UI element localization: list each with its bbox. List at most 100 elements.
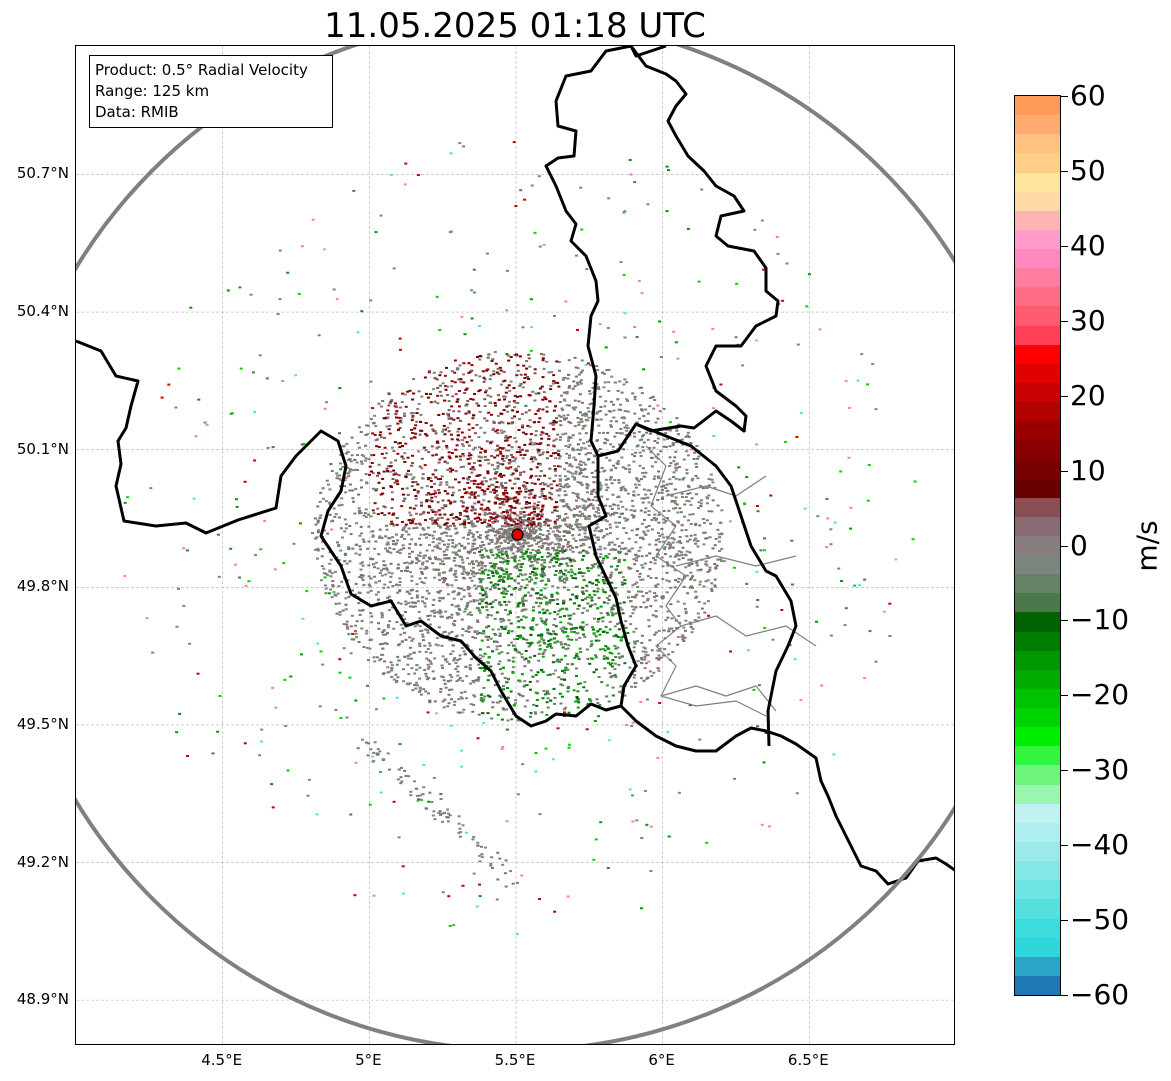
colorbar-segment — [1015, 630, 1060, 651]
colorbar-segment — [1015, 611, 1060, 632]
colorbar-segment — [1015, 420, 1060, 441]
colorbar-segment — [1015, 229, 1060, 250]
colorbar-segment — [1015, 535, 1060, 556]
colorbar-segment — [1015, 898, 1060, 919]
colorbar-tick — [1061, 170, 1068, 172]
internal-border — [645, 445, 817, 717]
colorbar-segment — [1015, 324, 1060, 345]
colorbar-segment — [1015, 841, 1060, 862]
colorbar-tick-label: 50 — [1070, 153, 1106, 187]
colorbar-segment — [1015, 152, 1060, 173]
colorbar-segment — [1015, 707, 1060, 728]
latitude-tick-label: 50.7°N — [16, 164, 69, 183]
longitude-tick-label: 6°E — [648, 1051, 675, 1069]
colorbar-segment — [1015, 344, 1060, 364]
colorbar-segment — [1015, 554, 1060, 575]
longitude-tick-label: 4.5°E — [201, 1051, 243, 1069]
colorbar-tick — [1061, 920, 1068, 922]
colorbar-tick-label: 10 — [1070, 453, 1106, 487]
colorbar-tick-label: 20 — [1070, 378, 1106, 412]
latitude-tick-label: 48.9°N — [16, 990, 69, 1009]
colorbar-segment — [1015, 497, 1060, 517]
map-canvas — [76, 46, 954, 1044]
colorbar-segment — [1015, 879, 1060, 900]
colorbar-tick — [1061, 320, 1068, 322]
chart-title: 11.05.2025 01:18 UTC — [324, 6, 706, 46]
longitude-tick-label: 6.5°E — [787, 1051, 829, 1069]
range-label: Range: 125 km — [95, 82, 210, 100]
product-info-box: Product: 0.5° Radial Velocity Range: 125… — [89, 55, 333, 128]
colorbar-segment — [1015, 477, 1060, 498]
colorbar-segment — [1015, 917, 1060, 938]
radar-echoes — [123, 141, 917, 936]
colorbar-segment — [1015, 305, 1060, 326]
colorbar-tick-label: 40 — [1070, 228, 1106, 262]
radar-map[interactable] — [75, 45, 955, 1045]
colorbar-segment — [1015, 726, 1060, 747]
colorbar-tick — [1061, 545, 1068, 547]
colorbar-tick-label: 0 — [1070, 528, 1088, 562]
colorbar-segment — [1015, 248, 1060, 269]
colorbar-tick-label: −10 — [1070, 603, 1130, 637]
colorbar-tick — [1061, 470, 1068, 472]
colorbar-segment — [1015, 764, 1060, 785]
colorbar-segment — [1015, 975, 1060, 995]
colorbar-segment — [1015, 286, 1060, 307]
map-gridlines — [76, 46, 954, 1044]
colorbar-segment — [1015, 573, 1060, 594]
colorbar-segment — [1015, 669, 1060, 689]
colorbar-tick-label: 60 — [1070, 79, 1106, 112]
colorbar-segment — [1015, 650, 1060, 670]
colorbar-tick-label: −20 — [1070, 678, 1130, 712]
colorbar-segment — [1015, 382, 1060, 403]
germany-france-border — [619, 704, 954, 886]
latitude-tick-label: 50.1°N — [16, 439, 69, 458]
radar-site-marker — [511, 528, 524, 541]
colorbar-segment — [1015, 937, 1060, 957]
colorbar-tick — [1061, 96, 1068, 97]
colorbar-segment — [1015, 784, 1060, 804]
colorbar-segment — [1015, 171, 1060, 192]
country-borders — [76, 46, 954, 886]
latitude-tick-label: 49.5°N — [16, 714, 69, 733]
colorbar-segment — [1015, 803, 1060, 823]
colorbar-segment — [1015, 516, 1060, 536]
colorbar-tick-label: −50 — [1070, 903, 1130, 937]
velocity-colorbar — [1014, 95, 1061, 996]
colorbar-segment — [1015, 956, 1060, 976]
colorbar-tick — [1061, 695, 1068, 697]
colorbar-segment — [1015, 267, 1060, 288]
colorbar-tick — [1061, 995, 1068, 996]
colorbar-segment — [1015, 688, 1060, 709]
colorbar-segment — [1015, 439, 1060, 460]
colorbar-segment — [1015, 210, 1060, 230]
colorbar-tick-label: −40 — [1070, 828, 1130, 862]
colorbar-segment — [1015, 745, 1060, 766]
eastern-border-north — [629, 46, 667, 58]
colorbar-segment — [1015, 191, 1060, 211]
latitude-tick-label: 50.4°N — [16, 302, 69, 321]
longitude-tick-label: 5.5°E — [494, 1051, 536, 1069]
colorbar-tick — [1061, 620, 1068, 622]
data-source-label: Data: RMIB — [95, 103, 179, 121]
colorbar-tick-label: −30 — [1070, 753, 1130, 787]
colorbar-tick — [1061, 245, 1068, 247]
product-label: Product: 0.5° Radial Velocity — [95, 61, 308, 79]
colorbar-tick — [1061, 395, 1068, 397]
colorbar-unit-label: m/s — [1130, 520, 1164, 572]
colorbar-segment — [1015, 401, 1060, 422]
colorbar-tick-label: 30 — [1070, 303, 1106, 337]
longitude-tick-label: 5°E — [355, 1051, 382, 1069]
luxembourg-east-border — [635, 422, 798, 747]
colorbar-segment — [1015, 96, 1060, 116]
colorbar-segment — [1015, 592, 1060, 613]
colorbar-segment — [1015, 133, 1060, 154]
belgium-france-border — [76, 46, 780, 728]
colorbar-tick — [1061, 845, 1068, 847]
latitude-tick-label: 49.2°N — [16, 852, 69, 871]
range-ring — [76, 46, 954, 1044]
colorbar-segment — [1015, 822, 1060, 842]
colorbar-tick — [1061, 770, 1068, 772]
colorbar-segment — [1015, 114, 1060, 135]
colorbar-segment — [1015, 363, 1060, 383]
